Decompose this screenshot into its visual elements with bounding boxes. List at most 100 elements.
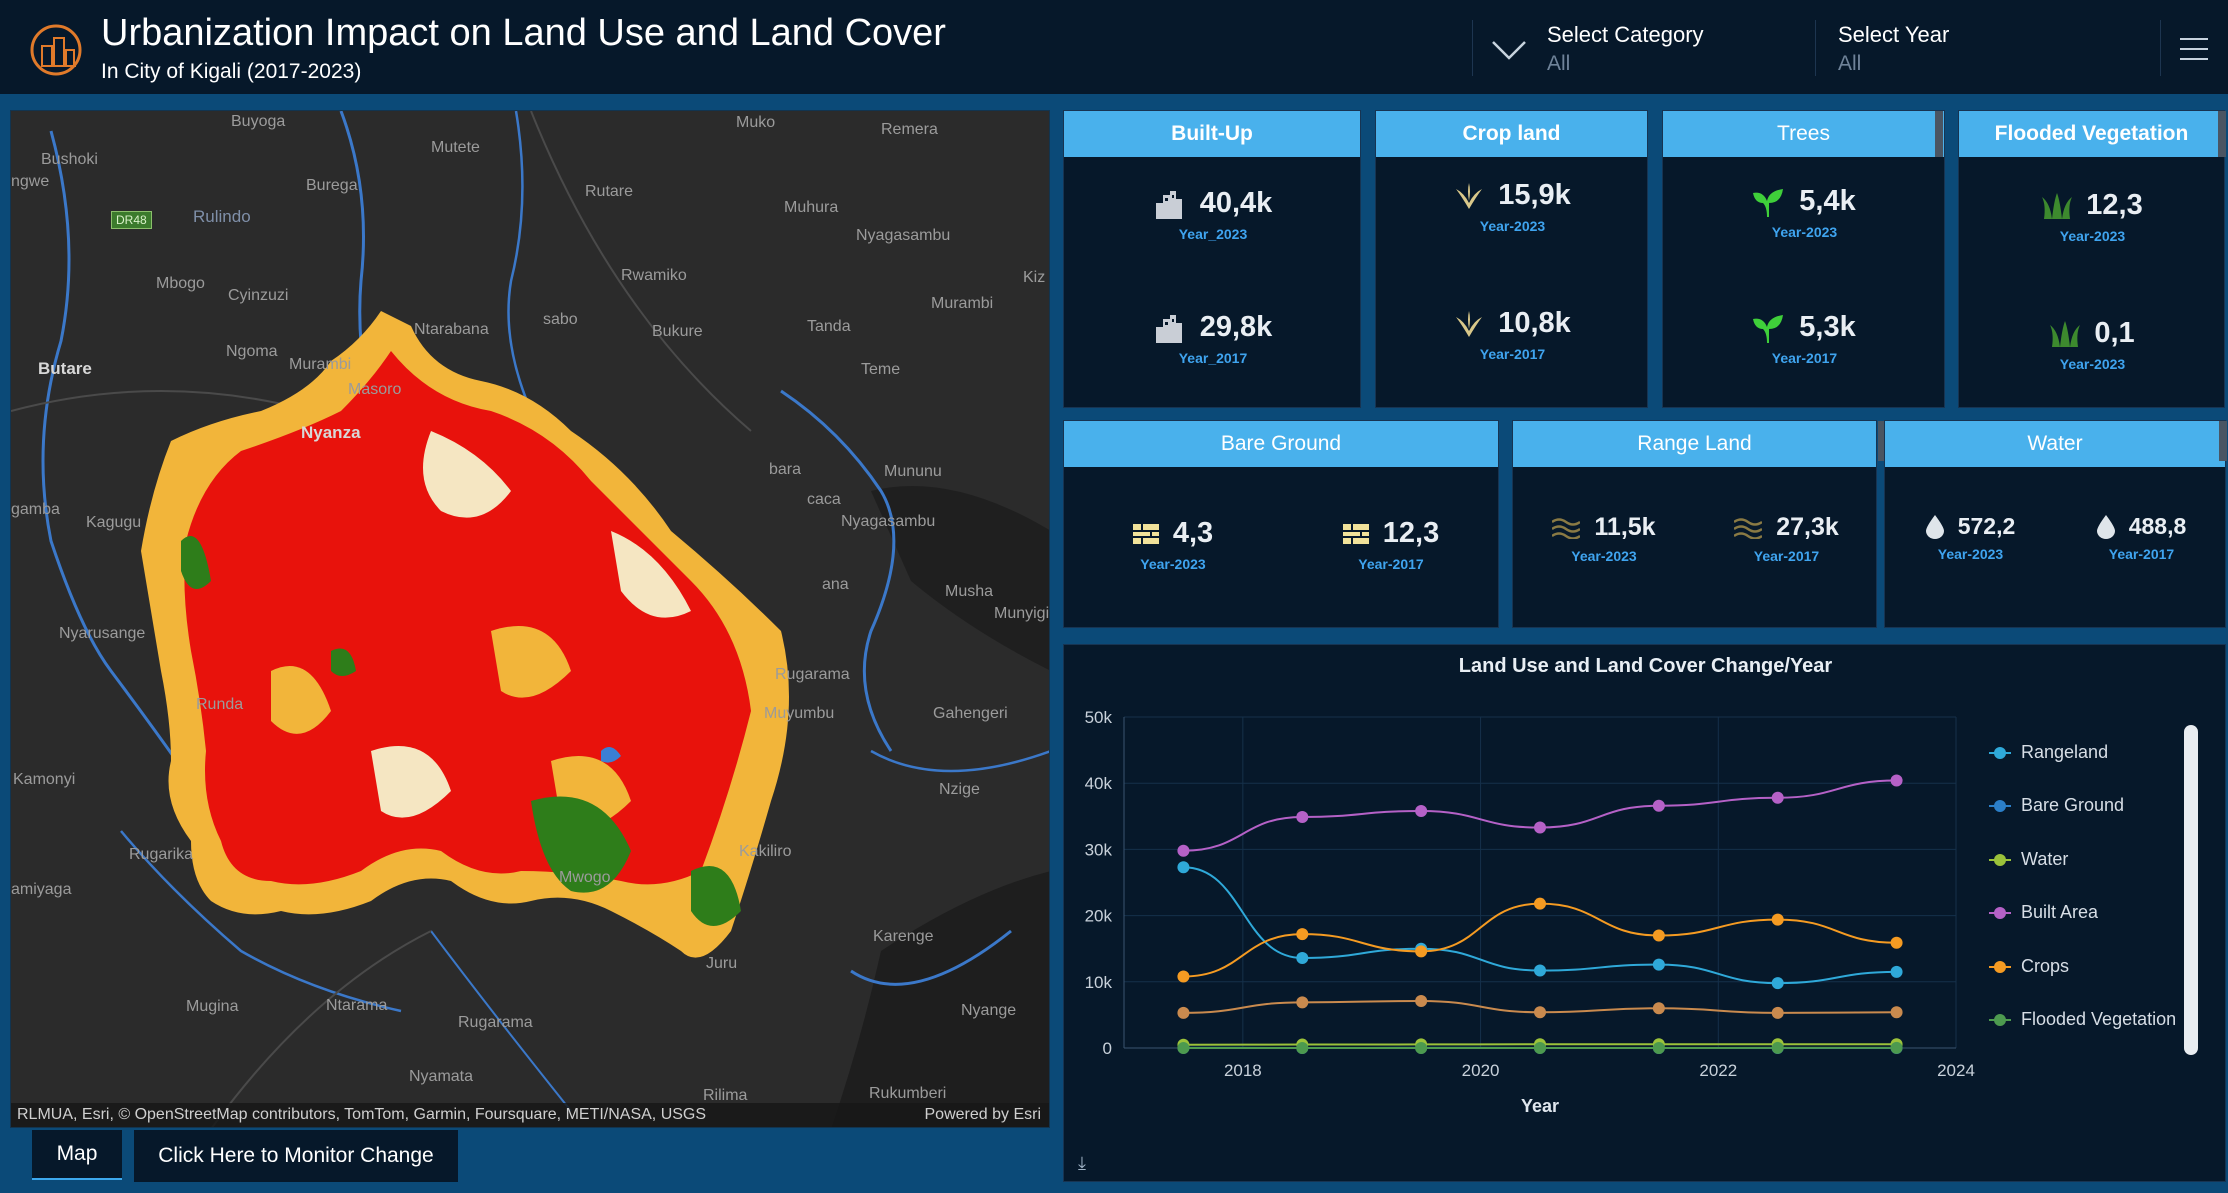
trees-2017-year: Year-2017 <box>1771 350 1838 366</box>
data-point <box>1177 844 1190 857</box>
built-up-2023-value: 40,4k <box>1199 187 1273 219</box>
flooded-b-value: 0,1 <box>2094 317 2135 349</box>
built-up-2023-year: Year_2023 <box>1178 226 1248 242</box>
chevron-down-icon[interactable] <box>1490 38 1528 62</box>
legend-label: Bare Ground <box>2021 795 2125 815</box>
data-point <box>1177 970 1190 983</box>
legend-item-water[interactable]: Water <box>1989 849 2068 870</box>
legend-item-built-area[interactable]: Built Area <box>1989 902 2098 923</box>
data-point <box>1415 945 1428 958</box>
map-place-label: ngwe <box>11 173 50 190</box>
bare-2023-year: Year-2023 <box>1140 556 1206 572</box>
map-place-label: Karenge <box>873 928 934 945</box>
map-place-label: Nyarusange <box>59 625 146 642</box>
data-point <box>1415 1041 1428 1054</box>
map-place-label: Buyoga <box>231 113 286 130</box>
card-scrollbar[interactable] <box>2219 421 2227 461</box>
powered-by-esri[interactable]: Powered by Esri <box>924 1106 1042 1123</box>
download-icon[interactable]: ⤓ <box>1078 1153 1086 1173</box>
map-place-label: Kakiliro <box>739 843 792 860</box>
legend-label: Crops <box>2021 956 2070 976</box>
year-select-value[interactable]: All <box>1838 52 1862 75</box>
legend-item-crops[interactable]: Crops <box>1989 956 2069 977</box>
y-tick-label: 20k <box>1085 907 1113 926</box>
x-axis-label: Year <box>1521 1096 1559 1116</box>
map-attribution: RLMUA, Esri, © OpenStreetMap contributor… <box>11 1103 1049 1127</box>
map-place-label: Remera <box>881 121 938 138</box>
data-point <box>1296 928 1309 941</box>
data-point <box>1534 964 1546 977</box>
y-tick-label: 40k <box>1085 774 1113 793</box>
map-place-label: Bukure <box>652 323 703 340</box>
city-logo-icon <box>30 24 82 76</box>
map-place-label: Nyange <box>961 1002 1017 1019</box>
map-place-label: Muko <box>736 114 776 131</box>
built-up-card: Built-Up 40,4k Year_2023 29,8k Year_2017 <box>1063 110 1361 408</box>
trees-2023-stat: 5,4k Year-2023 <box>1663 185 1946 240</box>
map-place-label: Mwogo <box>559 869 611 886</box>
legend-label: Flooded Vegetation <box>2021 1009 2177 1029</box>
map-place-label: Juru <box>706 955 738 972</box>
range-2017-stat: 27,3k Year-2017 <box>1695 513 1878 564</box>
attribution-text: RLMUA, Esri, © OpenStreetMap contributor… <box>17 1106 707 1123</box>
year-select-label[interactable]: Select Year <box>1838 22 1950 47</box>
trees-2023-year: Year-2023 <box>1771 224 1838 240</box>
road-shield: DR48 <box>111 211 152 229</box>
crop-land-2023-year: Year-2023 <box>1479 218 1546 234</box>
map-place-label: Rugarama <box>458 1014 533 1031</box>
legend-item-bare-ground[interactable]: Bare Ground <box>1989 795 2124 816</box>
map-tab-button[interactable]: Map <box>32 1130 122 1180</box>
header-divider <box>1815 20 1816 76</box>
land-use-chart-panel: Land Use and Land Cover Change/Year 0 10k… <box>1063 644 2226 1182</box>
app-header: Urbanization Impact on Land Use and Land… <box>0 0 2228 97</box>
map-place-label: Rugarama <box>775 666 850 683</box>
droplet-icon <box>2096 514 2115 539</box>
range-land-card-title: Range Land <box>1513 421 1876 467</box>
data-point <box>1771 977 1784 990</box>
built-up-2017-year: Year_2017 <box>1178 350 1248 366</box>
grass-icon <box>2042 192 2073 219</box>
water-2023-year: Year-2023 <box>1937 546 2004 562</box>
map-place-label: Tanda <box>807 318 851 335</box>
crop-icon <box>1456 182 1483 209</box>
card-scrollbar[interactable] <box>2218 111 2226 157</box>
crop-land-2023-value: 15,9k <box>1498 179 1571 211</box>
flooded-a-year: Year-2023 <box>2059 228 2126 244</box>
data-point <box>1890 1006 1903 1019</box>
card-scrollbar[interactable] <box>1878 421 1886 461</box>
land-cover-map[interactable]: Buyoga Mutete Bushoki ngwe Burega Rulind… <box>10 110 1050 1128</box>
data-point <box>1415 805 1428 818</box>
flooded-b-year: Year-2023 <box>2059 356 2126 372</box>
line-chart[interactable]: 0 10k 20k 30k 40k 50k 2018 2020 2022 2024 Year <box>1064 645 2227 1183</box>
range-2017-year: Year-2017 <box>1753 548 1820 564</box>
data-point <box>1534 1006 1546 1019</box>
y-tick-label: 0 <box>1103 1039 1112 1058</box>
legend-item-flooded-vegetation[interactable]: Flooded Vegetation <box>1989 1009 2176 1030</box>
map-place-label: Ntarama <box>326 997 388 1014</box>
trees-card-title: Trees <box>1663 111 1944 157</box>
monitor-change-button[interactable]: Click Here to Monitor Change <box>134 1130 458 1182</box>
crop-land-2023-stat: 15,9k Year-2023 <box>1376 179 1649 234</box>
legend-label: Built Area <box>2021 902 2099 922</box>
range-2023-stat: 11,5k Year-2023 <box>1513 513 1695 564</box>
legend-label: Rangeland <box>2021 742 2109 762</box>
category-select-label[interactable]: Select Category <box>1547 22 1704 47</box>
flooded-a-value: 12,3 <box>2086 189 2143 221</box>
map-place-label: Rulindo <box>193 207 251 226</box>
brick-icon <box>1342 523 1369 544</box>
map-place-label: Bushoki <box>41 151 98 168</box>
flooded-vegetation-card-title: Flooded Vegetation <box>1959 111 2224 157</box>
map-canvas[interactable] <box>11 111 1050 1128</box>
legend-label: Water <box>2021 849 2069 869</box>
data-point <box>1296 1041 1309 1054</box>
x-tick-label: 2018 <box>1224 1061 1262 1080</box>
water-2023-stat: 572,2 Year-2023 <box>1885 513 2056 562</box>
map-place-label: Rilima <box>703 1087 748 1104</box>
hamburger-menu-icon[interactable] <box>2180 38 2208 62</box>
card-scrollbar[interactable] <box>1935 111 1943 157</box>
map-place-label: Rutare <box>585 183 634 200</box>
legend-scrollbar[interactable] <box>2184 725 2198 1055</box>
category-select-value[interactable]: All <box>1547 52 1571 75</box>
x-tick-label: 2024 <box>1937 1061 1975 1080</box>
legend-item-rangeland[interactable]: Rangeland <box>1989 742 2108 763</box>
